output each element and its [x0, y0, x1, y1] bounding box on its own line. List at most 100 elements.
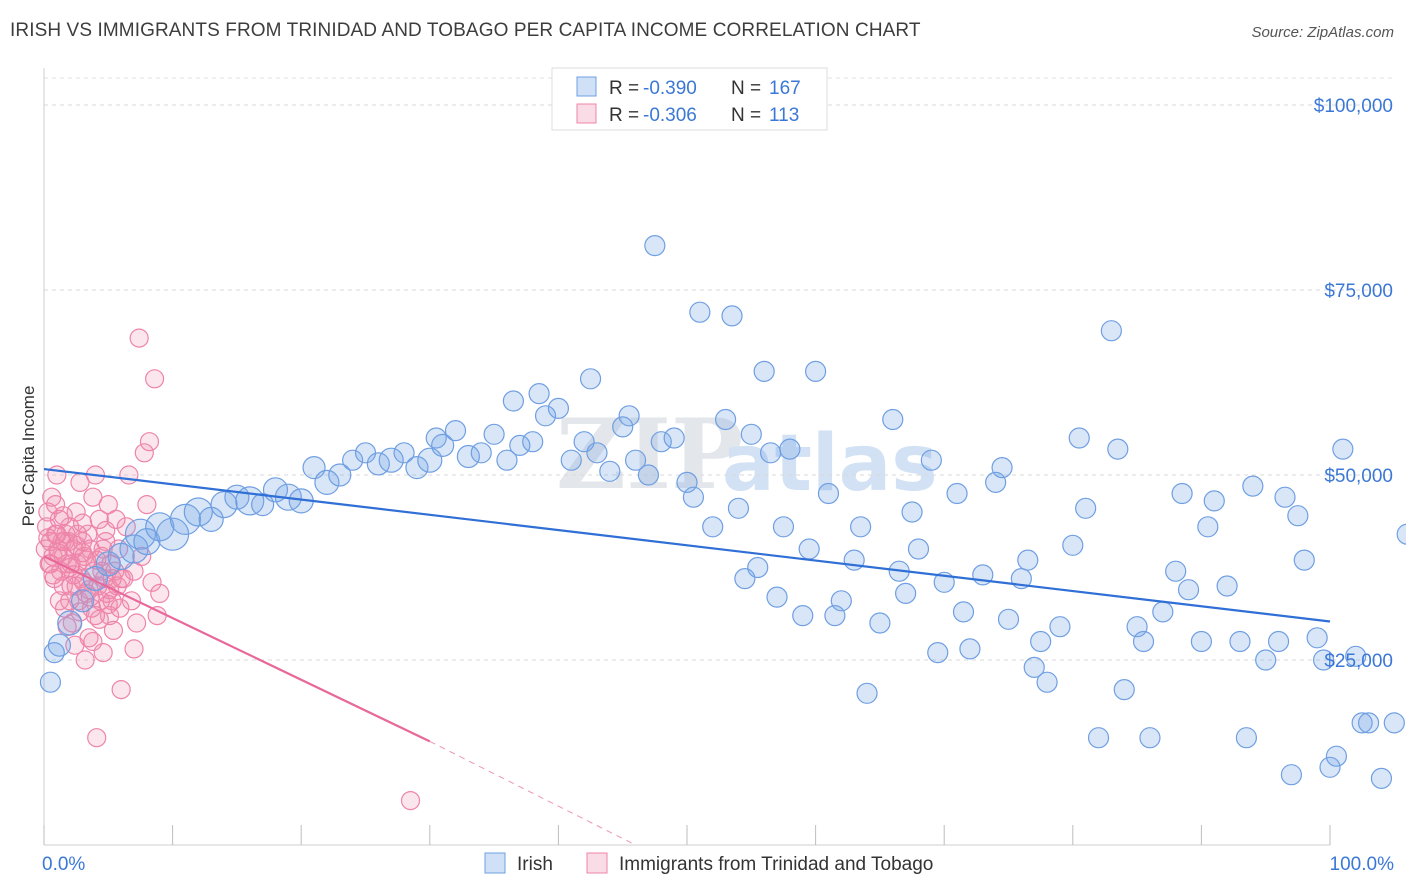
irish-point	[1036, 671, 1058, 693]
irish-point	[210, 491, 238, 519]
irish-point	[1267, 630, 1290, 653]
irish-point	[1312, 649, 1335, 671]
trinidad-point	[38, 502, 58, 522]
irish-point	[1068, 427, 1090, 449]
irish-point	[528, 383, 550, 405]
irish-point	[124, 518, 157, 550]
grid-lines	[44, 77, 1395, 661]
irish-point	[1049, 616, 1071, 638]
legend-box	[551, 67, 828, 131]
irish-point	[1030, 630, 1052, 653]
trinidad-point	[72, 513, 93, 533]
trinidad-point	[132, 546, 152, 567]
irish-point	[650, 431, 672, 453]
irish-point	[1197, 516, 1219, 538]
irish-point	[1132, 630, 1155, 653]
trinidad-point	[119, 465, 139, 485]
trinidad-point	[78, 524, 98, 544]
irish-point	[1306, 627, 1328, 649]
irish-point	[663, 427, 685, 449]
irish-point	[405, 456, 429, 480]
irish-point	[689, 301, 711, 323]
trinidad-point	[89, 609, 109, 629]
irish-point	[792, 604, 814, 627]
y-tick-label-0: $25,000	[1324, 651, 1393, 672]
trinidad-point	[87, 728, 107, 748]
trinidad-point	[103, 620, 124, 641]
irish-point	[1190, 630, 1213, 653]
irish-point	[586, 442, 608, 464]
irish-point	[721, 305, 743, 327]
irish-point	[314, 469, 340, 495]
irish-point	[425, 427, 447, 449]
legend-swatch-trinidad	[576, 103, 597, 124]
irish-point	[1107, 438, 1129, 460]
irish-point	[1319, 756, 1341, 778]
irish-point	[644, 235, 666, 257]
irish-point	[1203, 490, 1225, 512]
irish-point	[342, 449, 364, 471]
trinidad-point	[98, 594, 118, 615]
irish-point	[798, 538, 820, 560]
y-tick-label-3: $100,000	[1314, 96, 1393, 117]
irish-point	[1242, 475, 1264, 497]
trinidad-point	[129, 328, 149, 348]
trend-lines	[43, 467, 1331, 846]
irish-point	[830, 590, 852, 612]
irish-point	[1100, 320, 1122, 342]
trinidad-point	[139, 432, 160, 452]
trinidad-point	[142, 572, 162, 592]
trinidad-point	[111, 679, 131, 700]
irish-point	[1370, 767, 1393, 790]
irish-point	[952, 601, 975, 623]
irish-point	[624, 449, 647, 471]
irish-point	[766, 586, 788, 608]
trinidad-point	[66, 502, 86, 522]
irish-point	[1396, 523, 1406, 545]
trinidad-point	[80, 587, 100, 607]
irish-point	[1293, 549, 1315, 571]
irish-point	[714, 408, 737, 431]
trinidad-point	[49, 591, 70, 611]
trinidad-point	[47, 465, 67, 485]
series-irish-points	[39, 235, 1406, 790]
trinidad-point	[96, 520, 116, 541]
trinidad-point	[110, 598, 130, 618]
irish-point	[1087, 727, 1110, 749]
irish-point	[997, 608, 1020, 630]
trinidad-point	[43, 565, 63, 585]
legend-r-value-irish: -0.390	[643, 78, 697, 99]
irish-point	[599, 460, 621, 482]
irish-point	[1287, 505, 1309, 527]
irish-point	[95, 551, 121, 577]
x-tick-end: 100.0%	[1330, 854, 1395, 875]
trinidad-point	[137, 495, 157, 515]
irish-point	[753, 360, 775, 382]
irish-point	[1017, 549, 1039, 571]
axes	[43, 68, 1331, 846]
y-tick-label-1: $50,000	[1324, 466, 1393, 487]
irish-point	[702, 516, 724, 538]
irish-point	[1357, 712, 1380, 734]
irish-point	[1383, 712, 1405, 734]
irish-point	[612, 416, 634, 438]
irish-point	[1075, 497, 1097, 519]
trinidad-point	[98, 495, 118, 515]
irish-point	[772, 516, 795, 538]
irish-point	[869, 612, 891, 634]
irish-point	[1280, 764, 1303, 786]
legend-n-value-irish: 167	[769, 78, 801, 99]
bottom-legend-trinidad: Immigrants from Trinidad and Tobago	[619, 854, 933, 875]
trinidad-point	[83, 487, 103, 507]
legend-r-value-trinidad: -0.306	[643, 105, 697, 126]
irish-point	[946, 482, 968, 505]
irish-point	[1325, 745, 1348, 767]
irish-point	[1165, 560, 1187, 582]
legend: R = -0.390 N = 167 R = -0.306 N = 113	[551, 67, 828, 131]
irish-point	[804, 360, 827, 382]
trinidad-trend-extension	[429, 740, 636, 846]
irish-point	[393, 442, 415, 464]
irish-point	[1023, 656, 1045, 679]
irish-point	[637, 464, 660, 486]
trinidad-point	[67, 524, 88, 544]
